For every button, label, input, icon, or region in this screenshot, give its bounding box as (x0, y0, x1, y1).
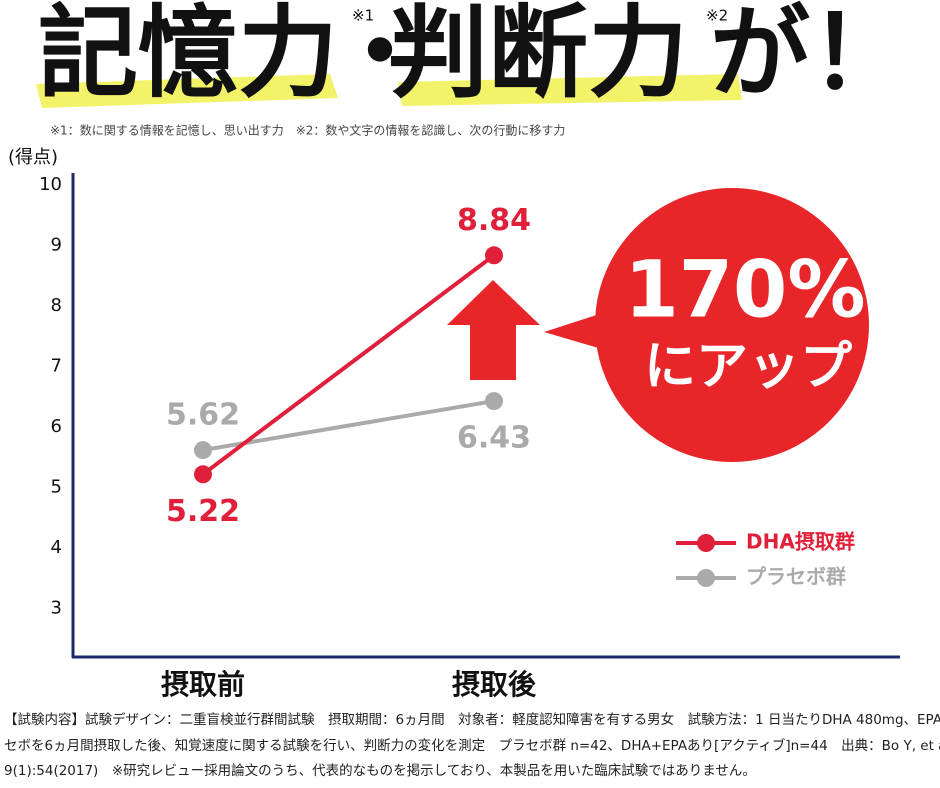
legend-label: プラセボ群 (746, 565, 846, 589)
title-part: ・ (330, 0, 430, 111)
legend-marker (697, 569, 715, 587)
highlight (36, 74, 338, 108)
title-sup: ※1 (352, 7, 374, 25)
source-text: セボを6ヵ月間摂取した後、知覚速度に関する試験を行い、判断力の変化を測定 プラセ… (4, 737, 940, 754)
point (194, 465, 212, 484)
series-line (201, 253, 496, 476)
y-axis-label: (得点) (8, 147, 58, 168)
y-tick-label: 7 (51, 356, 62, 377)
legend-marker (697, 534, 715, 552)
point (194, 441, 212, 460)
footnote: ※1：数に関する情報を記憶し、思い出す力 ※2：数や文字の情報を認識し、次の行動… (50, 123, 565, 138)
callout-circle (595, 188, 869, 462)
value-label: 5.62 (166, 398, 240, 433)
value-label: 8.84 (457, 203, 531, 238)
title-part: が！ (710, 0, 910, 111)
point (485, 246, 503, 265)
legend-label: DHA摂取群 (746, 530, 855, 554)
up-arrow (447, 280, 540, 380)
callout-text: 170% (625, 245, 866, 335)
source-text: 9(1):54(2017) ※研究レビュー採用論文のうち、代表的なものを掲示して… (4, 763, 756, 779)
x-tick-label: 摂取前 (161, 668, 245, 701)
y-tick-label: 3 (51, 598, 62, 619)
source-text: 【試験内容】試験デザイン：二重盲検並行群間試験 摂取期間：6ヵ月間 対象者：軽度… (4, 711, 940, 728)
y-tick-label: 8 (51, 295, 62, 316)
callout-pointer (544, 310, 612, 352)
y-tick-label: 10 (39, 174, 62, 195)
title-part: 判断力 (388, 0, 688, 111)
value-label: 5.22 (166, 494, 240, 529)
series-line (202, 399, 495, 453)
y-tick-label: 6 (51, 416, 62, 437)
y-tick-label: 5 (51, 477, 62, 498)
y-tick-label: 4 (51, 537, 62, 558)
callout-text: にアップ (644, 337, 852, 397)
x-tick-label: 摂取後 (452, 668, 537, 701)
title-sup: ※2 (706, 7, 728, 25)
value-label: 6.43 (457, 421, 531, 456)
highlight (398, 74, 742, 106)
y-tick-label: 9 (51, 235, 62, 256)
title-part: 記憶力 (38, 0, 338, 111)
point (485, 392, 503, 411)
